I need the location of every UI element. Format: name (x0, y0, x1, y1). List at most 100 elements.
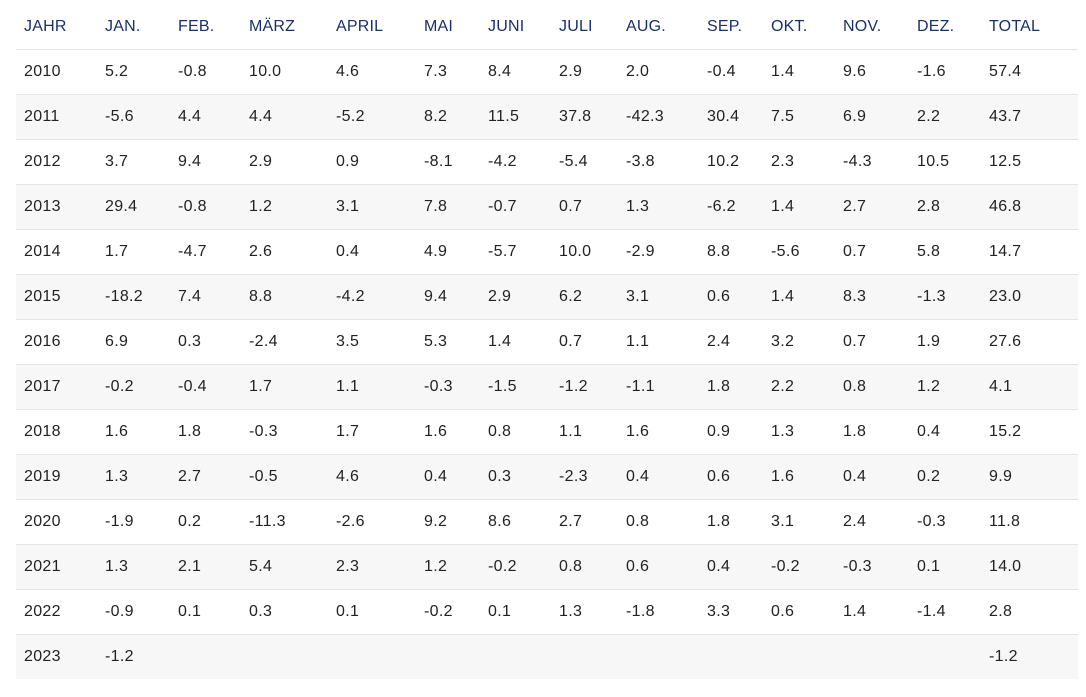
table-row: 2018 1.6 1.8 -0.3 1.7 1.6 0.8 1.1 1.6 0.9 1.3 1.8 0.… (16, 409, 1078, 455)
month-value-cell: -1.6 (909, 49, 981, 95)
month-value-cell: 0.8 (618, 499, 699, 545)
month-value-cell: 2.9 (480, 274, 551, 320)
month-value-cell (416, 634, 480, 679)
month-value-cell: 37.8 (551, 94, 618, 140)
month-value-cell: -5.2 (328, 94, 416, 140)
month-value-cell: -1.3 (909, 274, 981, 320)
month-value-cell: 0.1 (328, 589, 416, 635)
month-value-cell: 1.6 (416, 409, 480, 455)
month-value-cell: -0.7 (480, 184, 551, 230)
month-value-cell: 7.8 (416, 184, 480, 230)
month-value-cell: 2.7 (170, 454, 241, 500)
month-value-cell: 5.4 (241, 544, 328, 590)
year-cell: 2023 (16, 634, 97, 679)
month-value-cell: 7.4 (170, 274, 241, 320)
month-value-cell: 10.2 (699, 139, 763, 185)
month-value-cell: 3.1 (618, 274, 699, 320)
month-value-cell: 5.2 (97, 49, 170, 95)
month-value-cell: -2.9 (618, 229, 699, 275)
column-header-6: JUNI (480, 5, 551, 50)
table-body: 2010 5.2 -0.8 10.0 4.6 7.3 8.4 2.9 2.0 -0.4 1.4 9.6… (16, 49, 1078, 679)
total-cell: 12.5 (981, 139, 1078, 185)
month-value-cell: 1.8 (835, 409, 909, 455)
month-value-cell: -1.2 (97, 634, 170, 679)
table-row: 2010 5.2 -0.8 10.0 4.6 7.3 8.4 2.9 2.0 -0.4 1.4 9.6… (16, 49, 1078, 95)
year-cell: 2012 (16, 139, 97, 185)
month-value-cell: 0.9 (699, 409, 763, 455)
table-row: 2016 6.9 0.3 -2.4 3.5 5.3 1.4 0.7 1.1 2.4 3.2 0.7 1.… (16, 319, 1078, 365)
total-cell: 43.7 (981, 94, 1078, 140)
month-value-cell: 1.4 (763, 274, 835, 320)
total-cell: 4.1 (981, 364, 1078, 410)
total-cell: 57.4 (981, 49, 1078, 95)
year-cell: 2013 (16, 184, 97, 230)
month-value-cell: -0.8 (170, 49, 241, 95)
column-header-9: SEP. (699, 5, 763, 50)
column-header-8: AUG. (618, 5, 699, 50)
month-value-cell: 8.6 (480, 499, 551, 545)
month-value-cell: -1.4 (909, 589, 981, 635)
header-row: JAHR JAN. FEB. MÄRZ APRIL MAI JUNI JULI AUG. SEP.… (16, 5, 1078, 50)
table-header: JAHR JAN. FEB. MÄRZ APRIL MAI JUNI JULI AUG. SEP.… (16, 5, 1078, 50)
month-value-cell: 0.7 (835, 319, 909, 365)
year-cell: 2016 (16, 319, 97, 365)
month-value-cell: 2.3 (763, 139, 835, 185)
year-cell: 2021 (16, 544, 97, 590)
month-value-cell: -5.4 (551, 139, 618, 185)
month-value-cell: 0.3 (480, 454, 551, 500)
month-value-cell (699, 634, 763, 679)
month-value-cell: 1.4 (835, 589, 909, 635)
month-value-cell: -0.3 (909, 499, 981, 545)
month-value-cell: 3.1 (763, 499, 835, 545)
month-value-cell: -0.5 (241, 454, 328, 500)
month-value-cell: 1.1 (551, 409, 618, 455)
month-value-cell: 0.8 (835, 364, 909, 410)
month-value-cell: 1.8 (699, 499, 763, 545)
table-row: 2020 -1.9 0.2 -11.3 -2.6 9.2 8.6 2.7 0.8 1.8 3.1 2.… (16, 499, 1078, 545)
column-header-11: NOV. (835, 5, 909, 50)
month-value-cell: 6.9 (97, 319, 170, 365)
month-value-cell: 5.3 (416, 319, 480, 365)
total-cell: 14.7 (981, 229, 1078, 275)
year-cell: 2020 (16, 499, 97, 545)
month-value-cell: 10.0 (551, 229, 618, 275)
month-value-cell: 0.4 (416, 454, 480, 500)
month-value-cell: 1.7 (328, 409, 416, 455)
table-row: 2023 -1.2 -1.2 (16, 634, 1078, 679)
month-value-cell: 0.3 (241, 589, 328, 635)
column-header-3: MÄRZ (241, 5, 328, 50)
year-cell: 2022 (16, 589, 97, 635)
total-cell: 15.2 (981, 409, 1078, 455)
month-value-cell: 0.6 (763, 589, 835, 635)
month-value-cell: -1.5 (480, 364, 551, 410)
month-value-cell: 0.7 (551, 319, 618, 365)
month-value-cell (835, 634, 909, 679)
month-value-cell: 0.6 (699, 454, 763, 500)
total-cell: 14.0 (981, 544, 1078, 590)
month-value-cell: 0.6 (699, 274, 763, 320)
month-value-cell: -3.8 (618, 139, 699, 185)
month-value-cell (618, 634, 699, 679)
table-row: 2015 -18.2 7.4 8.8 -4.2 9.4 2.9 6.2 3.1 0.6 1.4 8.3… (16, 274, 1078, 320)
month-value-cell: 8.3 (835, 274, 909, 320)
year-cell: 2015 (16, 274, 97, 320)
month-value-cell: 2.9 (241, 139, 328, 185)
month-value-cell: -0.4 (699, 49, 763, 95)
year-cell: 2011 (16, 94, 97, 140)
month-value-cell: 5.8 (909, 229, 981, 275)
month-value-cell: 1.7 (241, 364, 328, 410)
month-value-cell: -0.2 (416, 589, 480, 635)
year-cell: 2019 (16, 454, 97, 500)
month-value-cell (551, 634, 618, 679)
table-row: 2011 -5.6 4.4 4.4 -5.2 8.2 11.5 37.8 -42.3 30.4 7.… (16, 94, 1078, 140)
month-value-cell: -1.8 (618, 589, 699, 635)
month-value-cell: -18.2 (97, 274, 170, 320)
month-value-cell: 1.8 (699, 364, 763, 410)
total-cell: 46.8 (981, 184, 1078, 230)
month-value-cell: -2.6 (328, 499, 416, 545)
table-row: 2013 29.4 -0.8 1.2 3.1 7.8 -0.7 0.7 1.3 -6.2 1.4 2.… (16, 184, 1078, 230)
month-value-cell: 0.7 (835, 229, 909, 275)
month-value-cell: 0.1 (909, 544, 981, 590)
month-value-cell: -6.2 (699, 184, 763, 230)
column-header-1: JAN. (97, 5, 170, 50)
